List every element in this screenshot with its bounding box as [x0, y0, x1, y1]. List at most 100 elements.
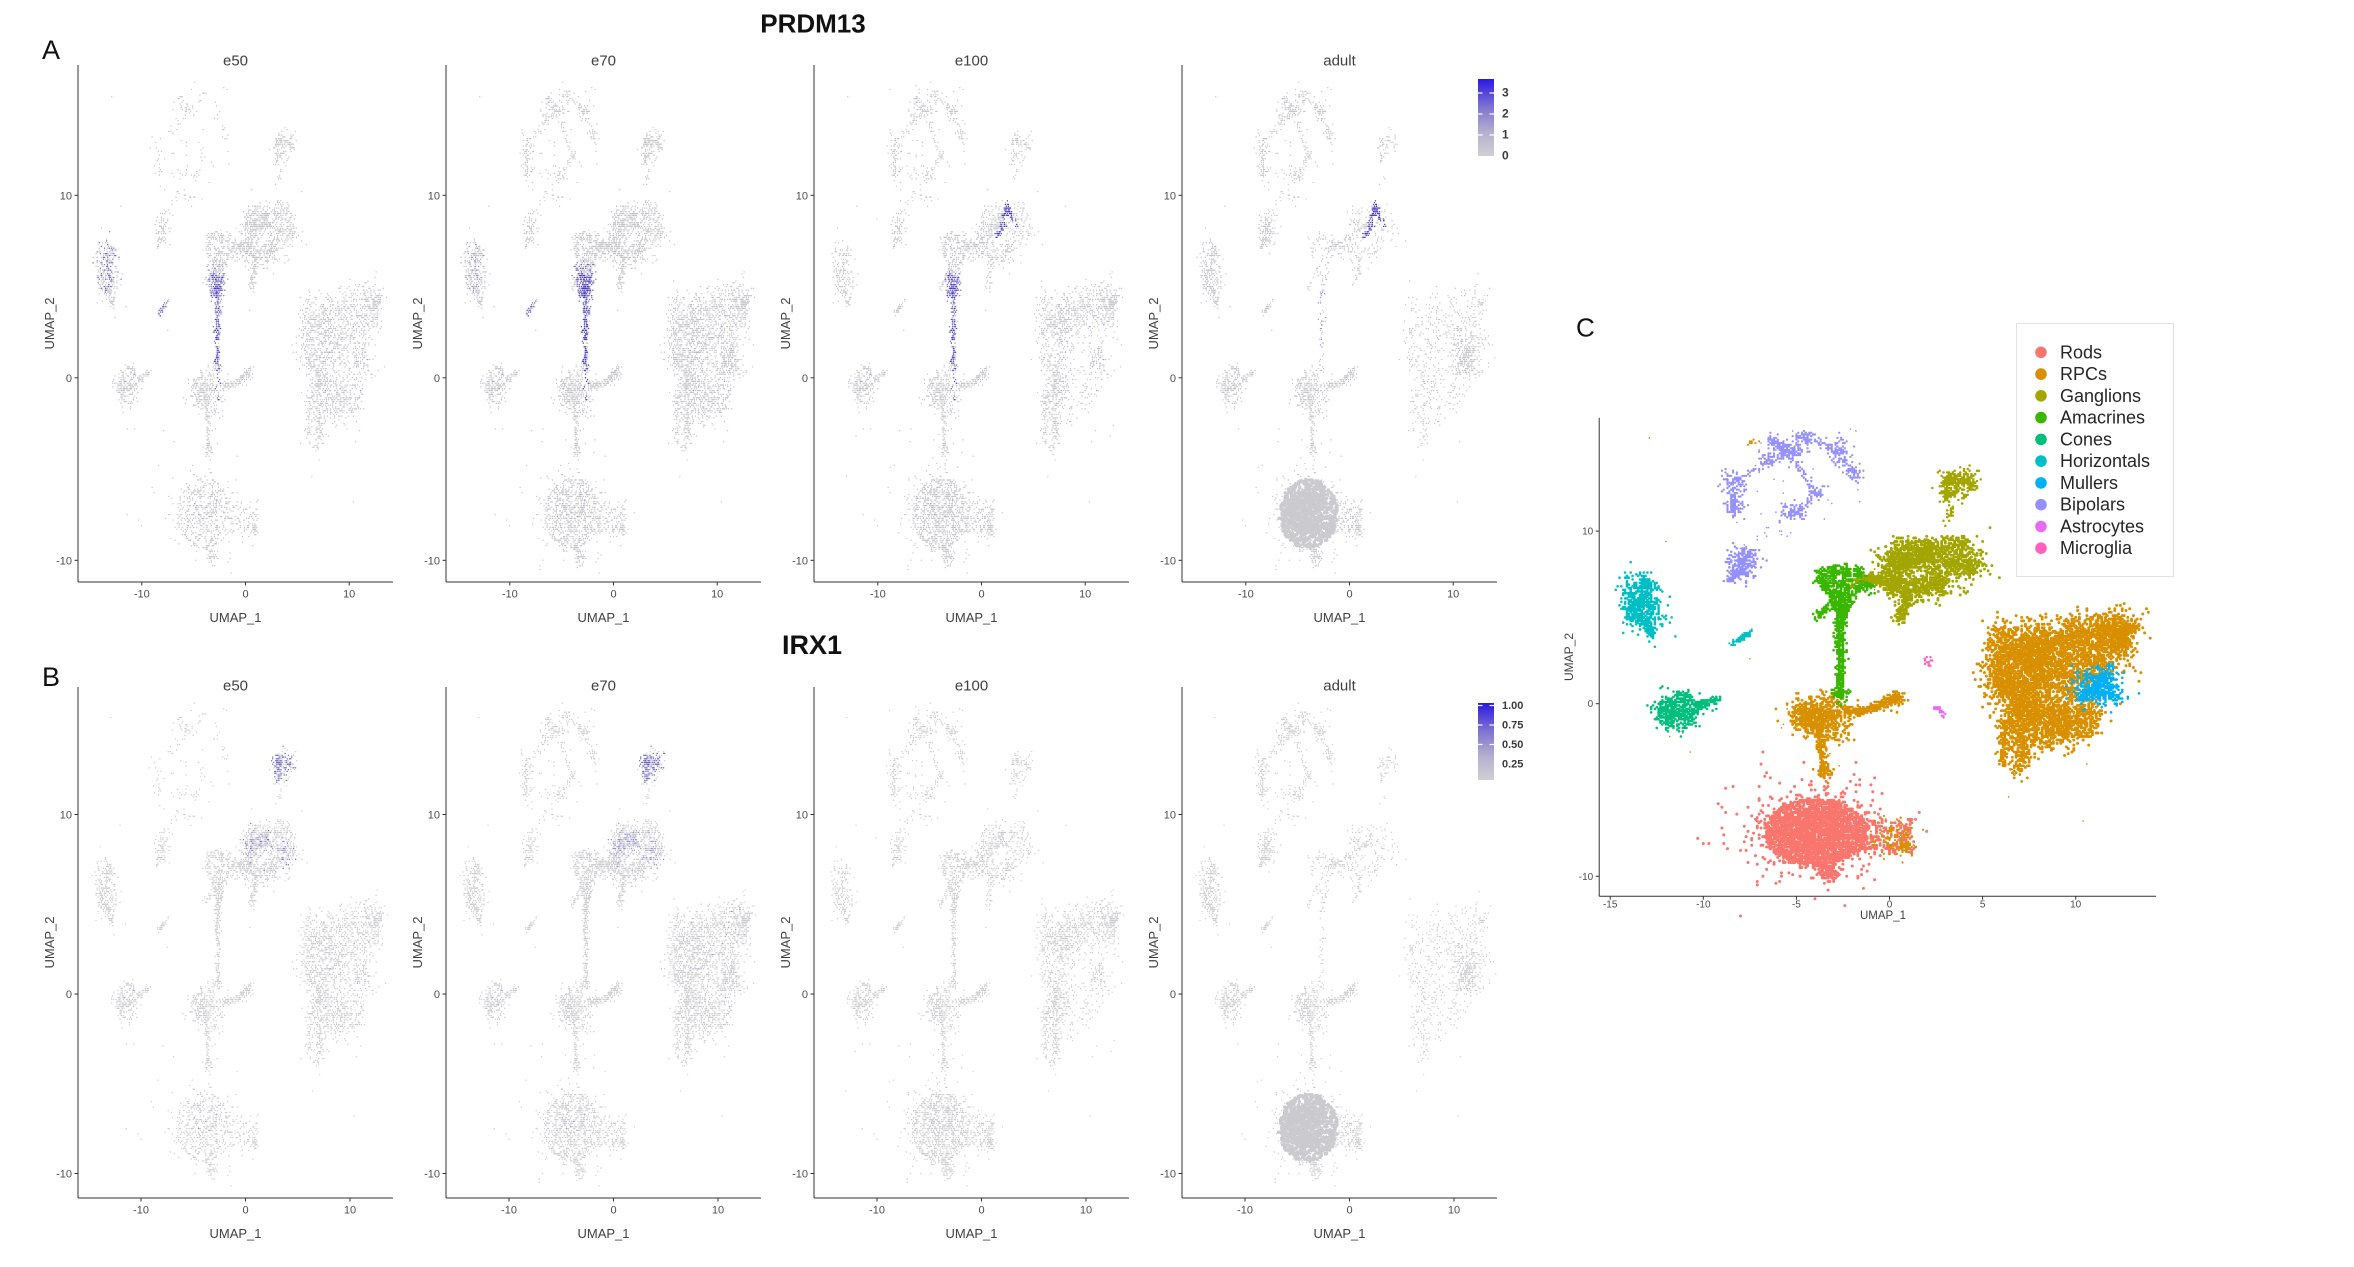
- svg-text:0: 0: [802, 989, 808, 1001]
- svg-text:10: 10: [796, 190, 808, 202]
- svg-text:-10: -10: [424, 555, 440, 567]
- svg-text:10: 10: [796, 810, 808, 822]
- svg-text:UMAP_2: UMAP_2: [410, 916, 425, 968]
- svg-text:UMAP_2: UMAP_2: [410, 297, 425, 349]
- svg-text:0: 0: [978, 1205, 984, 1217]
- svg-text:10: 10: [1079, 589, 1091, 601]
- svg-text:UMAP_1: UMAP_1: [945, 1226, 997, 1241]
- svg-text:e70: e70: [591, 53, 616, 70]
- svg-text:10: 10: [1447, 589, 1459, 601]
- svg-text:-10: -10: [792, 1169, 808, 1181]
- svg-text:0.75: 0.75: [1502, 720, 1523, 732]
- svg-text:UMAP_1: UMAP_1: [209, 1226, 261, 1241]
- svg-text:10: 10: [1080, 1205, 1092, 1217]
- svg-text:A: A: [42, 35, 60, 65]
- svg-text:Bipolars: Bipolars: [2060, 495, 2125, 515]
- svg-text:Mullers: Mullers: [2060, 473, 2118, 493]
- svg-text:-10: -10: [56, 555, 72, 567]
- svg-text:-10: -10: [792, 555, 808, 567]
- svg-text:-10: -10: [1579, 872, 1594, 883]
- svg-text:UMAP_2: UMAP_2: [42, 297, 57, 349]
- svg-text:10: 10: [1448, 1205, 1460, 1217]
- svg-text:Ganglions: Ganglions: [2060, 386, 2141, 406]
- svg-text:10: 10: [2070, 900, 2082, 911]
- svg-text:-10: -10: [1160, 1169, 1176, 1181]
- svg-text:UMAP_1: UMAP_1: [577, 1226, 629, 1241]
- svg-text:UMAP_1: UMAP_1: [1313, 610, 1365, 625]
- svg-text:10: 10: [712, 1205, 724, 1217]
- svg-text:0: 0: [610, 1205, 616, 1217]
- svg-text:UMAP_2: UMAP_2: [778, 297, 793, 349]
- svg-text:e100: e100: [955, 53, 988, 70]
- svg-text:Astrocytes: Astrocytes: [2060, 517, 2144, 537]
- svg-text:UMAP_1: UMAP_1: [209, 610, 261, 625]
- svg-text:UMAP_1: UMAP_1: [1313, 1226, 1365, 1241]
- svg-text:UMAP_2: UMAP_2: [1146, 916, 1161, 968]
- svg-text:0: 0: [242, 589, 248, 601]
- svg-text:e50: e50: [223, 53, 248, 70]
- svg-text:UMAP_2: UMAP_2: [1562, 633, 1576, 681]
- svg-text:IRX1: IRX1: [782, 630, 842, 660]
- svg-text:0.25: 0.25: [1502, 759, 1523, 771]
- svg-text:e50: e50: [223, 678, 248, 695]
- svg-text:B: B: [42, 662, 60, 692]
- svg-text:0: 0: [802, 373, 808, 385]
- svg-text:-10: -10: [133, 1205, 149, 1217]
- svg-text:-10: -10: [1238, 589, 1254, 601]
- svg-text:-10: -10: [869, 1205, 885, 1217]
- svg-text:Microglia: Microglia: [2060, 538, 2133, 558]
- svg-text:-5: -5: [1792, 900, 1801, 911]
- svg-text:10: 10: [1164, 190, 1176, 202]
- svg-text:UMAP_1: UMAP_1: [577, 610, 629, 625]
- svg-text:10: 10: [60, 810, 72, 822]
- svg-text:Amacrines: Amacrines: [2060, 408, 2145, 428]
- svg-text:10: 10: [344, 1205, 356, 1217]
- svg-text:10: 10: [1164, 810, 1176, 822]
- svg-text:Cones: Cones: [2060, 429, 2112, 449]
- svg-text:adult: adult: [1323, 53, 1356, 70]
- svg-text:10: 10: [711, 589, 723, 601]
- svg-text:0: 0: [1887, 900, 1893, 911]
- svg-text:0: 0: [434, 373, 440, 385]
- svg-text:UMAP_2: UMAP_2: [1146, 297, 1161, 349]
- svg-text:UMAP_1: UMAP_1: [1860, 910, 1906, 922]
- svg-text:0: 0: [1588, 699, 1594, 710]
- svg-text:0: 0: [610, 589, 616, 601]
- svg-text:0: 0: [1170, 373, 1176, 385]
- svg-text:adult: adult: [1323, 678, 1356, 695]
- svg-text:-10: -10: [870, 589, 886, 601]
- svg-text:PRDM13: PRDM13: [760, 9, 865, 39]
- svg-text:-10: -10: [1237, 1205, 1253, 1217]
- svg-text:0: 0: [242, 1205, 248, 1217]
- svg-text:5: 5: [1980, 900, 1986, 911]
- svg-text:-10: -10: [501, 1205, 517, 1217]
- svg-text:10: 10: [1582, 527, 1594, 538]
- svg-text:0.50: 0.50: [1502, 739, 1523, 751]
- svg-text:10: 10: [428, 810, 440, 822]
- svg-text:-10: -10: [502, 589, 518, 601]
- svg-text:C: C: [1576, 313, 1595, 343]
- svg-text:0: 0: [1502, 149, 1509, 163]
- svg-text:-10: -10: [134, 589, 150, 601]
- svg-text:1: 1: [1502, 128, 1509, 142]
- svg-text:e70: e70: [591, 678, 616, 695]
- svg-text:0: 0: [1346, 589, 1352, 601]
- svg-text:0: 0: [1170, 989, 1176, 1001]
- svg-text:10: 10: [60, 190, 72, 202]
- svg-text:UMAP_2: UMAP_2: [778, 916, 793, 968]
- svg-text:e100: e100: [955, 678, 988, 695]
- svg-text:RPCs: RPCs: [2060, 364, 2107, 384]
- svg-text:-10: -10: [1696, 900, 1711, 911]
- svg-text:UMAP_1: UMAP_1: [945, 610, 997, 625]
- svg-text:-10: -10: [1160, 555, 1176, 567]
- svg-text:3: 3: [1502, 86, 1509, 100]
- svg-text:2: 2: [1502, 107, 1509, 121]
- svg-text:0: 0: [66, 373, 72, 385]
- svg-text:-10: -10: [56, 1169, 72, 1181]
- svg-text:Rods: Rods: [2060, 342, 2102, 362]
- svg-text:10: 10: [428, 190, 440, 202]
- svg-text:10: 10: [343, 589, 355, 601]
- svg-text:UMAP_2: UMAP_2: [42, 916, 57, 968]
- svg-text:-10: -10: [424, 1169, 440, 1181]
- svg-text:0: 0: [1346, 1205, 1352, 1217]
